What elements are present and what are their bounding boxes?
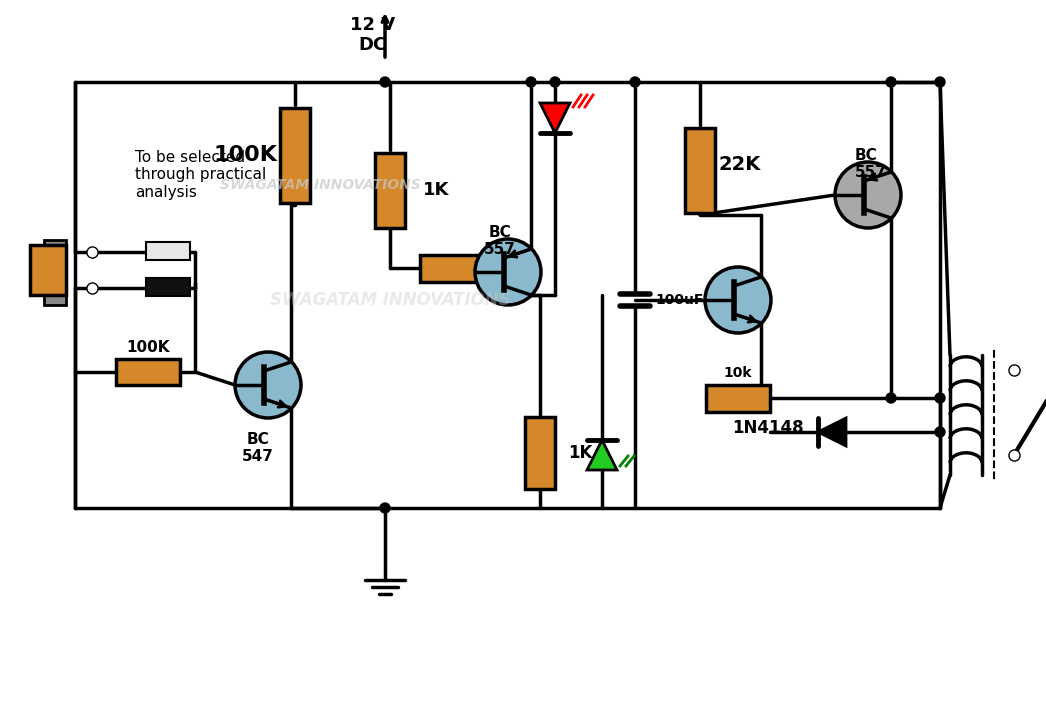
Text: 10k: 10k [724, 366, 752, 380]
Text: SWAGATAM INNOVATIONS: SWAGATAM INNOVATIONS [270, 291, 510, 309]
Circle shape [835, 162, 901, 228]
Circle shape [235, 352, 301, 418]
Circle shape [380, 77, 390, 87]
Text: BC
547: BC 547 [242, 432, 274, 465]
FancyBboxPatch shape [116, 359, 180, 385]
Text: 100K: 100K [213, 145, 277, 165]
Circle shape [475, 239, 541, 305]
FancyBboxPatch shape [376, 153, 405, 227]
Circle shape [705, 267, 771, 333]
FancyBboxPatch shape [525, 417, 555, 489]
FancyBboxPatch shape [44, 240, 66, 305]
Text: 1K: 1K [568, 444, 592, 462]
Circle shape [630, 77, 640, 87]
Text: 22K: 22K [718, 156, 760, 175]
Circle shape [526, 77, 536, 87]
Text: 12 V
DC: 12 V DC [350, 15, 395, 54]
Circle shape [380, 503, 390, 513]
Text: BC
557: BC 557 [484, 225, 516, 258]
Text: 1K: 1K [423, 181, 450, 199]
Circle shape [886, 77, 896, 87]
FancyBboxPatch shape [146, 278, 190, 296]
Text: 100uF: 100uF [655, 293, 703, 307]
Text: BC
557: BC 557 [855, 148, 887, 180]
FancyBboxPatch shape [146, 242, 190, 260]
Text: To be selected
through practical
analysis: To be selected through practical analysi… [135, 150, 267, 200]
Text: 100K: 100K [127, 341, 169, 356]
FancyBboxPatch shape [685, 127, 715, 213]
Text: SWAGATAM INNOVATIONS: SWAGATAM INNOVATIONS [220, 178, 420, 192]
Circle shape [550, 77, 560, 87]
Circle shape [886, 393, 896, 403]
FancyBboxPatch shape [420, 255, 484, 282]
Text: 1N4148: 1N4148 [732, 419, 803, 437]
FancyBboxPatch shape [30, 245, 66, 295]
Circle shape [935, 393, 945, 403]
Polygon shape [818, 418, 846, 446]
Circle shape [935, 77, 945, 87]
Polygon shape [540, 103, 570, 133]
FancyBboxPatch shape [706, 384, 770, 412]
Circle shape [935, 427, 945, 437]
FancyBboxPatch shape [280, 108, 310, 203]
Polygon shape [587, 440, 617, 470]
